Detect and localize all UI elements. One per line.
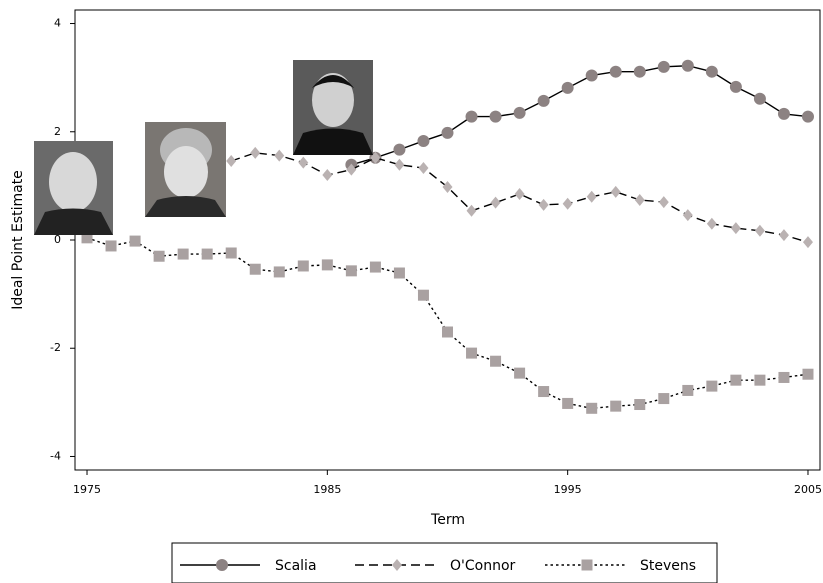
series-line: [351, 65, 809, 166]
marker: [753, 92, 766, 105]
legend-marker: [216, 559, 228, 571]
marker: [441, 126, 454, 139]
marker: [778, 371, 790, 383]
plot-frame: [74, 9, 821, 471]
marker: [417, 134, 430, 147]
marker: [418, 162, 429, 175]
marker: [562, 197, 573, 210]
marker: [610, 400, 622, 412]
legend-label: Stevens: [640, 558, 696, 574]
marker: [345, 265, 357, 277]
marker: [489, 110, 502, 123]
marker: [298, 156, 309, 169]
marker: [537, 94, 550, 107]
marker: [538, 198, 549, 211]
legend-marker: [392, 559, 402, 571]
marker: [274, 149, 285, 162]
marker: [586, 190, 597, 203]
marker: [442, 326, 453, 338]
marker: [658, 196, 669, 209]
marker: [514, 188, 525, 200]
marker: [417, 289, 429, 301]
marker: [754, 224, 765, 237]
marker: [273, 266, 285, 278]
photo: [293, 60, 373, 155]
marker: [730, 374, 742, 386]
marker: [490, 196, 501, 209]
legend-label: O'Connor: [450, 558, 516, 574]
marker: [705, 65, 718, 78]
marker: [754, 374, 766, 386]
marker: [538, 386, 550, 398]
marker: [609, 65, 622, 78]
y-tick-label: 4: [54, 17, 61, 30]
series-line: [86, 237, 809, 410]
marker: [802, 236, 813, 249]
marker: [226, 154, 237, 167]
marker: [706, 217, 717, 230]
y-tick-label: -4: [50, 449, 61, 462]
marker: [297, 260, 309, 272]
marker: [633, 65, 646, 78]
marker: [801, 110, 814, 123]
marker: [562, 397, 574, 409]
y-tick-label: -2: [50, 341, 61, 354]
marker: [682, 384, 694, 396]
marker: [393, 143, 406, 156]
marker: [513, 106, 526, 119]
marker: [201, 248, 213, 260]
marker: [466, 204, 477, 217]
marker: [322, 169, 333, 182]
marker: [442, 180, 453, 193]
marker: [465, 110, 478, 123]
y-axis-label: Ideal Point Estimate: [10, 170, 26, 310]
marker: [249, 263, 261, 275]
x-tick-label: 1985: [313, 483, 341, 496]
marker: [129, 235, 141, 247]
marker: [490, 355, 502, 367]
marker: [105, 240, 117, 252]
marker: [586, 402, 598, 414]
marker: [658, 393, 670, 405]
legend-marker: [581, 559, 593, 571]
y-tick-label: 2: [54, 125, 61, 138]
marker: [250, 146, 261, 159]
marker: [346, 163, 357, 176]
x-tick-label: 2005: [794, 483, 822, 496]
photo: [34, 141, 113, 235]
legend-box: [171, 542, 718, 583]
marker: [657, 60, 670, 73]
marker: [730, 222, 741, 235]
marker: [777, 107, 790, 120]
marker: [514, 367, 526, 379]
marker: [153, 250, 165, 262]
marker: [610, 185, 621, 198]
marker: [393, 267, 405, 279]
x-tick-label: 1975: [73, 483, 101, 496]
marker: [634, 193, 645, 206]
marker: [802, 368, 814, 380]
marker: [706, 380, 718, 392]
marker: [681, 59, 694, 72]
marker: [561, 81, 574, 94]
marker: [394, 158, 405, 171]
marker: [729, 80, 742, 93]
x-axis-label: Term: [430, 512, 465, 528]
marker: [682, 209, 693, 222]
y-tick-label: 0: [54, 233, 61, 246]
photos: [34, 60, 373, 235]
marker: [634, 399, 646, 411]
marker: [585, 69, 598, 82]
marker: [778, 229, 789, 242]
marker: [466, 347, 478, 359]
marker: [177, 248, 189, 260]
x-tick-label: 1995: [554, 483, 582, 496]
marker: [321, 259, 333, 271]
marker: [369, 261, 381, 273]
marker: [225, 247, 237, 259]
legend-label: Scalia: [275, 558, 317, 574]
marker: [81, 232, 93, 244]
photo: [145, 122, 226, 217]
